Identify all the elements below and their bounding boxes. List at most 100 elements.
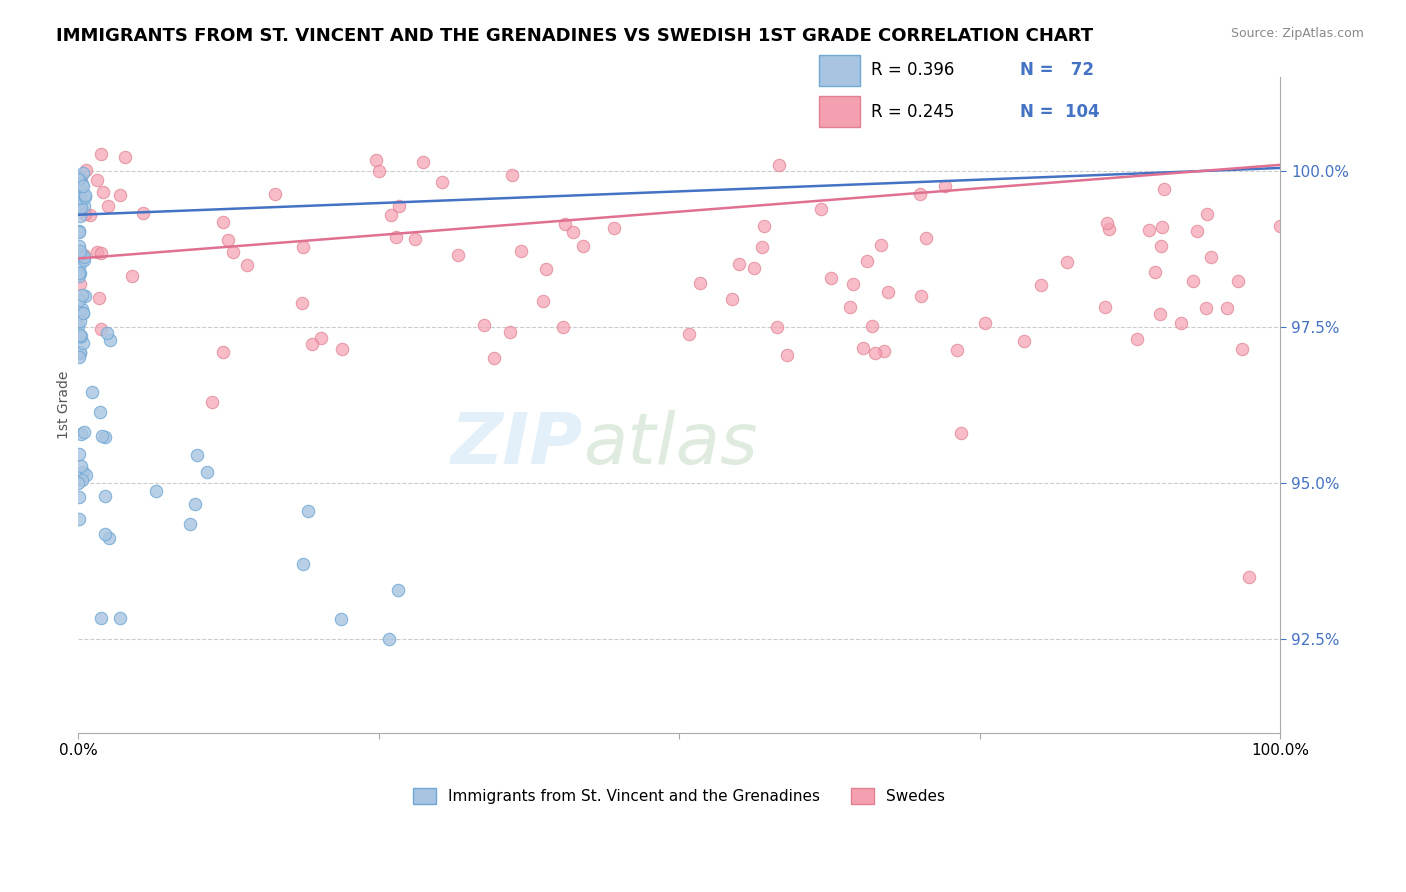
Point [572,239,595,253]
Point [69,266,91,280]
Point [602,220,624,235]
Point [67,476,90,491]
Point [1195,207,1218,221]
Point [1056,255,1078,269]
Point [67,447,90,461]
Point [69,277,91,292]
Point [82,384,104,399]
Point [72,465,94,479]
Point [69,191,91,205]
Text: R = 0.396: R = 0.396 [870,62,953,79]
Point [388,199,411,213]
Point [217,233,239,247]
Point [860,319,883,334]
Point [91,185,114,199]
Point [364,153,387,167]
Point [934,179,956,194]
Point [863,346,886,360]
Point [75,163,97,178]
Point [79,208,101,222]
Point [387,583,409,598]
Point [554,218,576,232]
Point [510,244,533,258]
Point [72,178,94,192]
Point [201,395,224,409]
Point [1137,223,1160,237]
Point [221,245,243,260]
Point [184,497,207,511]
Point [472,318,495,332]
Point [73,288,96,302]
Text: IMMIGRANTS FROM ST. VINCENT AND THE GRENADINES VS SWEDISH 1ST GRADE CORRELATION : IMMIGRANTS FROM ST. VINCENT AND THE GREN… [56,27,1094,45]
Point [73,190,96,204]
Point [70,201,93,215]
Point [72,199,94,213]
Text: N =  104: N = 104 [1021,103,1099,120]
Point [1153,182,1175,196]
Point [742,260,765,275]
Point [1143,265,1166,279]
Point [69,209,91,223]
Point [776,348,799,362]
Point [108,187,131,202]
Point [1185,225,1208,239]
Point [67,197,90,211]
Point [291,295,314,310]
Point [330,342,353,356]
Point [309,331,332,345]
Point [90,322,112,336]
Point [72,179,94,194]
Point [728,257,751,271]
Point [90,147,112,161]
Point [1181,274,1204,288]
Point [766,320,789,334]
Point [430,175,453,189]
Point [1195,301,1218,316]
Point [93,527,115,541]
Point [69,346,91,360]
Point [72,166,94,180]
Point [69,345,91,359]
Point [1237,570,1260,584]
Point [186,448,208,462]
Point [721,293,744,307]
Point [768,158,790,172]
Point [534,262,557,277]
Point [197,465,219,479]
Point [446,248,468,262]
Point [263,187,285,202]
Point [211,345,233,359]
Point [553,320,575,334]
Point [67,173,90,187]
Point [145,483,167,498]
Point [852,341,875,355]
Point [131,206,153,220]
Y-axis label: 1st Grade: 1st Grade [58,371,72,440]
Point [330,611,353,625]
Text: atlas: atlas [583,410,758,479]
Point [1094,300,1116,314]
Point [385,229,408,244]
Point [1012,334,1035,348]
Point [873,343,896,358]
Point [67,327,90,342]
Legend: Immigrants from St. Vincent and the Grenadines, Swedes: Immigrants from St. Vincent and the Gren… [408,782,952,811]
Point [73,425,96,440]
Point [412,154,434,169]
Point [945,343,967,357]
Point [97,199,120,213]
Point [751,239,773,253]
Point [810,202,832,216]
Point [69,244,91,258]
Point [856,253,879,268]
Point [1170,316,1192,330]
Point [1098,222,1121,236]
Point [70,329,93,343]
Point [841,277,863,292]
Point [67,293,90,308]
Point [70,170,93,185]
Point [73,207,96,221]
Point [877,285,900,299]
Point [915,230,938,244]
Point [89,291,111,305]
